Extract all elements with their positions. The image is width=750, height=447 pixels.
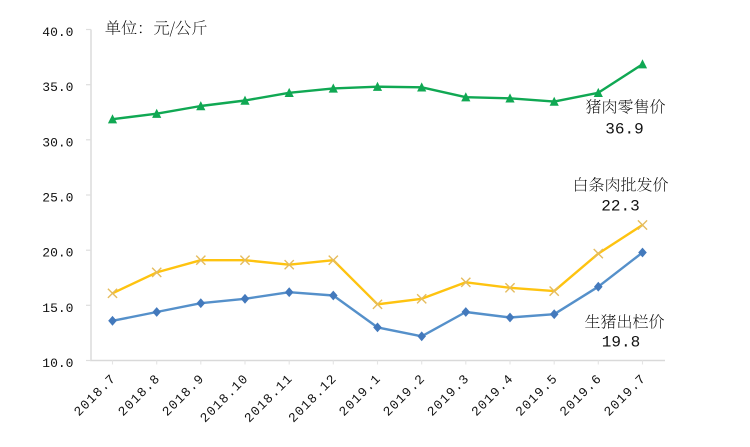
- svg-text:22.3: 22.3: [601, 198, 639, 216]
- svg-text:19.8: 19.8: [602, 334, 640, 352]
- svg-text:10.0: 10.0: [42, 356, 73, 371]
- svg-text:15.0: 15.0: [42, 301, 73, 316]
- svg-text:35.0: 35.0: [42, 80, 73, 95]
- svg-text:36.9: 36.9: [605, 121, 643, 139]
- svg-text:40.0: 40.0: [42, 25, 73, 40]
- svg-text:20.0: 20.0: [42, 246, 73, 261]
- svg-text:30.0: 30.0: [42, 135, 73, 150]
- svg-text:25.0: 25.0: [42, 191, 73, 206]
